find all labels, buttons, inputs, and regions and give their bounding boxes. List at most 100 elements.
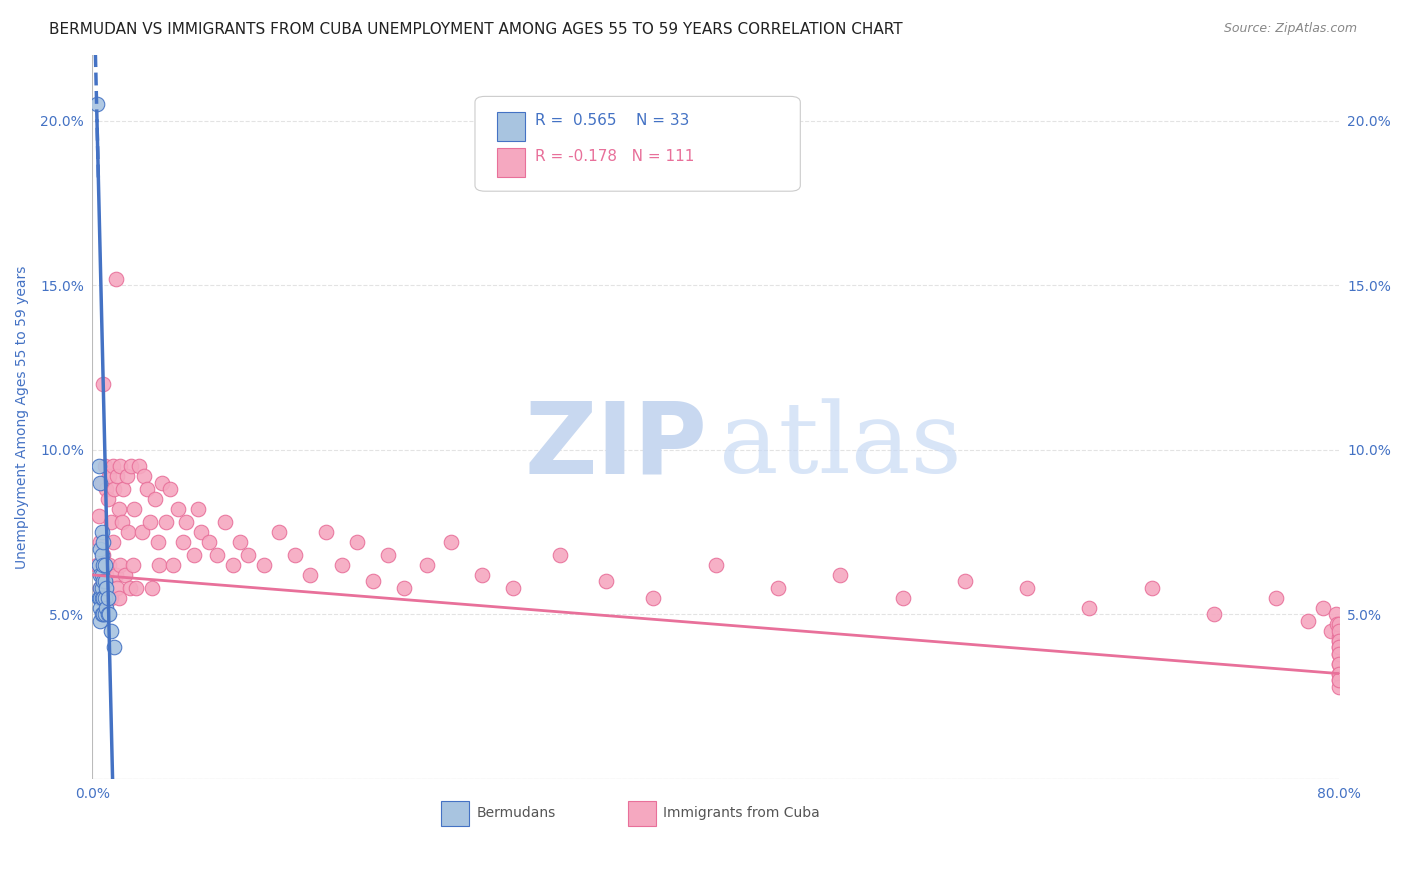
Point — [1204, 607, 1226, 622]
Text: Bermudans: Bermudans — [477, 806, 555, 821]
Point — [1327, 666, 1350, 681]
Point — [595, 574, 617, 589]
Point — [91, 607, 114, 622]
Point — [89, 581, 111, 595]
Point — [89, 614, 111, 628]
Point — [187, 502, 209, 516]
Point — [101, 459, 124, 474]
Point — [315, 525, 337, 540]
Point — [1327, 633, 1350, 648]
Point — [766, 581, 789, 595]
Point — [89, 475, 111, 490]
Point — [1327, 673, 1350, 687]
Point — [330, 558, 353, 572]
Point — [183, 548, 205, 562]
Point — [1078, 600, 1101, 615]
Point — [1327, 666, 1350, 681]
Point — [100, 624, 122, 638]
Point — [115, 469, 138, 483]
Point — [125, 581, 148, 595]
Point — [284, 548, 307, 562]
Point — [643, 591, 665, 605]
Point — [1327, 647, 1350, 661]
Point — [143, 492, 166, 507]
Point — [111, 515, 134, 529]
Point — [190, 525, 212, 540]
Point — [91, 535, 114, 549]
Point — [89, 600, 111, 615]
Point — [89, 541, 111, 556]
Point — [118, 581, 141, 595]
Point — [107, 502, 129, 516]
Point — [94, 459, 117, 474]
Point — [891, 591, 914, 605]
Point — [89, 581, 111, 595]
Point — [96, 483, 118, 497]
Point — [1327, 631, 1350, 645]
Point — [90, 525, 112, 540]
Y-axis label: Unemployment Among Ages 55 to 59 years: Unemployment Among Ages 55 to 59 years — [15, 265, 30, 569]
Point — [830, 567, 852, 582]
Point — [90, 548, 112, 562]
Point — [1296, 614, 1319, 628]
Bar — [628, 800, 655, 826]
Point — [548, 548, 571, 562]
Point — [1017, 581, 1039, 595]
Point — [135, 483, 157, 497]
Point — [91, 558, 114, 572]
Point — [103, 483, 125, 497]
Point — [98, 607, 121, 622]
Bar — [441, 800, 468, 826]
Point — [221, 558, 243, 572]
Point — [148, 558, 170, 572]
Point — [90, 567, 112, 582]
Point — [94, 574, 117, 589]
Point — [198, 535, 221, 549]
Point — [152, 475, 174, 490]
Bar — [498, 148, 524, 177]
Point — [132, 469, 155, 483]
Point — [97, 591, 120, 605]
Point — [172, 535, 194, 549]
Point — [98, 469, 121, 483]
Point — [94, 581, 117, 595]
Point — [1327, 673, 1350, 687]
Point — [1140, 581, 1163, 595]
Point — [90, 475, 112, 490]
Point — [117, 525, 139, 540]
Point — [174, 515, 197, 529]
Point — [110, 558, 132, 572]
Point — [167, 502, 190, 516]
Point — [86, 97, 108, 112]
Point — [1324, 607, 1347, 622]
Point — [104, 272, 127, 286]
Point — [214, 515, 236, 529]
Point — [1265, 591, 1288, 605]
Point — [90, 581, 112, 595]
Point — [1327, 617, 1350, 632]
Point — [146, 535, 169, 549]
Text: Immigrants from Cuba: Immigrants from Cuba — [664, 806, 820, 821]
Point — [87, 558, 110, 572]
Point — [91, 591, 114, 605]
Point — [91, 377, 114, 392]
Point — [91, 548, 114, 562]
Point — [1327, 640, 1350, 655]
Point — [1320, 624, 1343, 638]
Point — [953, 574, 976, 589]
Point — [361, 574, 384, 589]
Point — [100, 515, 122, 529]
Point — [1327, 633, 1350, 648]
Point — [87, 591, 110, 605]
Text: atlas: atlas — [718, 398, 962, 494]
Point — [128, 459, 150, 474]
Point — [502, 581, 524, 595]
Point — [131, 525, 153, 540]
Point — [89, 535, 111, 549]
Point — [377, 548, 399, 562]
Point — [139, 515, 162, 529]
Point — [96, 600, 118, 615]
Point — [87, 459, 110, 474]
Point — [94, 607, 117, 622]
Point — [162, 558, 184, 572]
